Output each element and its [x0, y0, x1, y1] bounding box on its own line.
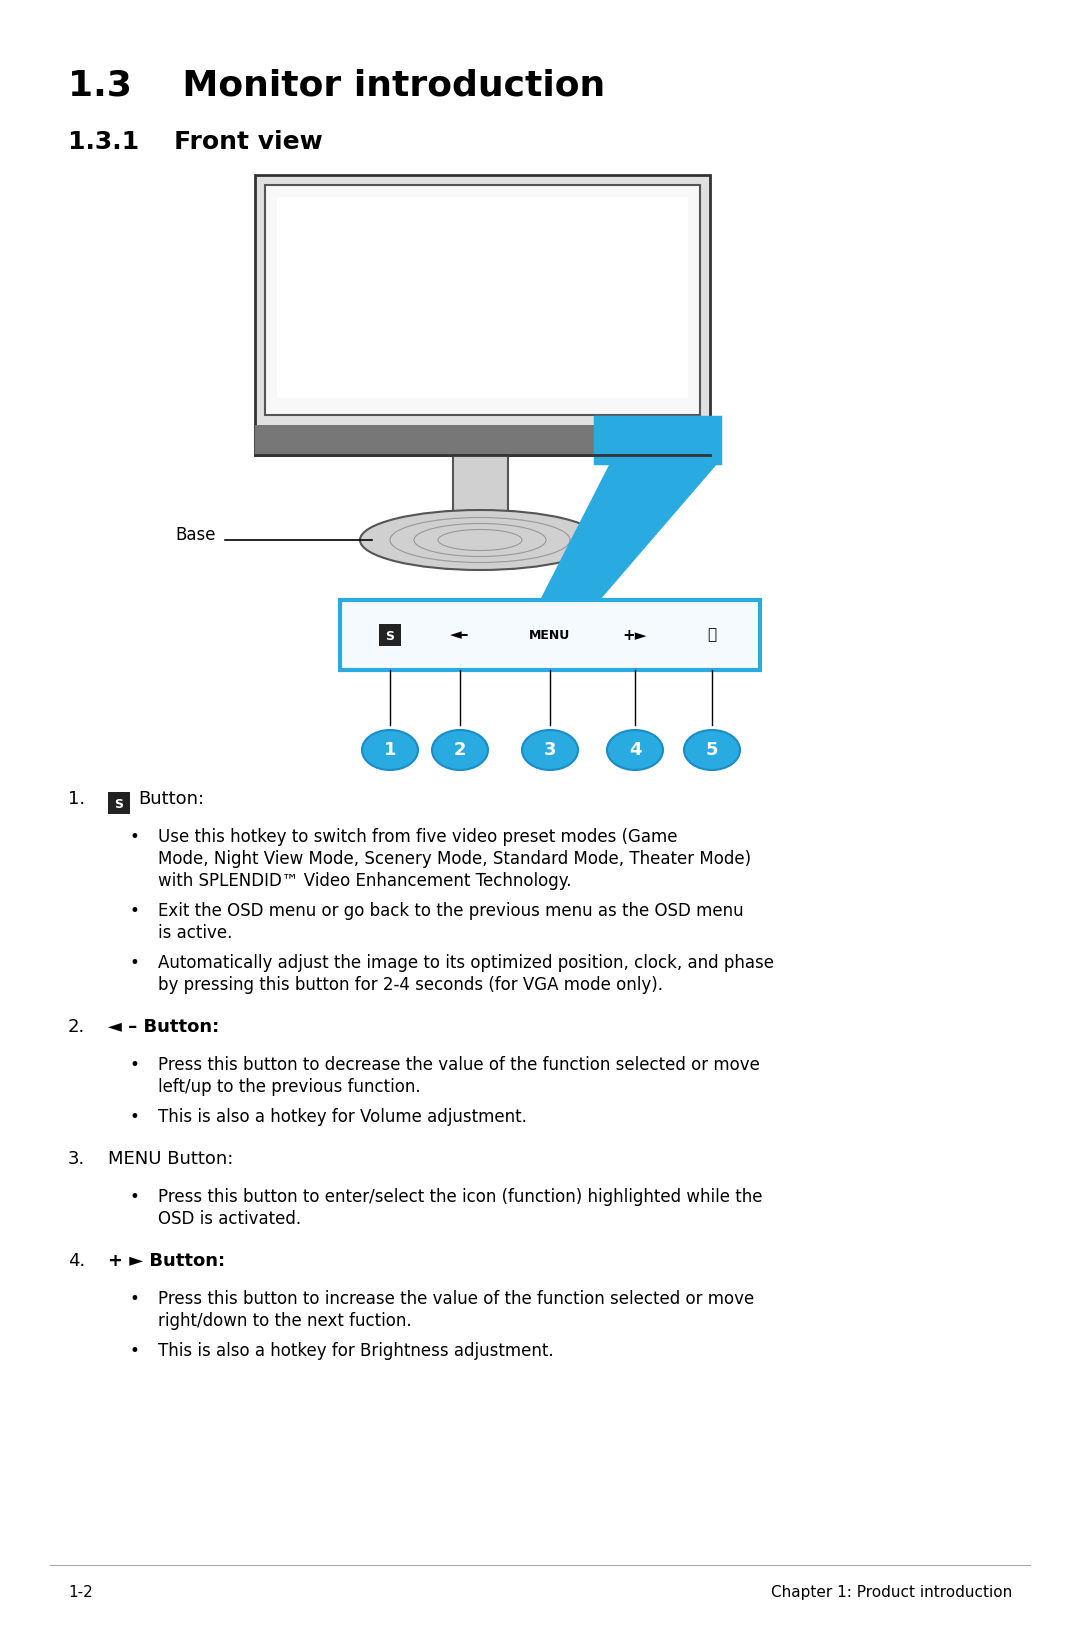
Ellipse shape	[684, 731, 740, 770]
Text: •: •	[130, 1108, 140, 1126]
Ellipse shape	[362, 731, 418, 770]
Text: MENU Button:: MENU Button:	[108, 1150, 233, 1168]
Text: •: •	[130, 901, 140, 919]
Text: 1.3.1    Front view: 1.3.1 Front view	[68, 130, 323, 155]
Text: Button:: Button:	[138, 791, 204, 809]
Text: 5: 5	[705, 740, 718, 760]
Text: Press this button to enter/select the icon (function) highlighted while the: Press this button to enter/select the ic…	[158, 1188, 762, 1206]
Text: 1.: 1.	[68, 791, 85, 809]
Text: left/up to the previous function.: left/up to the previous function.	[158, 1079, 420, 1097]
Text: right/down to the next fuction.: right/down to the next fuction.	[158, 1311, 411, 1329]
Text: 2.: 2.	[68, 1019, 85, 1036]
Bar	[108, 792, 130, 814]
Text: 2: 2	[454, 740, 467, 760]
Bar	[340, 600, 760, 670]
Text: +►: +►	[623, 628, 647, 643]
Text: ◄–: ◄–	[450, 628, 470, 643]
Text: 4.: 4.	[68, 1253, 85, 1271]
Text: S: S	[386, 630, 394, 643]
Text: + ► Button:: + ► Button:	[108, 1253, 225, 1271]
Text: •: •	[130, 1290, 140, 1308]
Text: •: •	[130, 1056, 140, 1074]
Bar	[379, 625, 401, 646]
Bar	[276, 197, 688, 399]
Ellipse shape	[432, 731, 488, 770]
Bar	[255, 176, 710, 456]
Bar	[453, 456, 508, 516]
Text: 1.3    Monitor introduction: 1.3 Monitor introduction	[68, 68, 605, 103]
Text: 1: 1	[383, 740, 396, 760]
Ellipse shape	[522, 731, 578, 770]
Bar	[265, 185, 700, 415]
Text: with SPLENDID™ Video Enhancement Technology.: with SPLENDID™ Video Enhancement Technol…	[158, 872, 571, 890]
Text: Base: Base	[175, 526, 216, 543]
Text: 3: 3	[543, 740, 556, 760]
Text: MENU: MENU	[529, 628, 570, 641]
Bar	[255, 425, 710, 456]
Text: OSD is activated.: OSD is activated.	[158, 1210, 301, 1228]
Text: This is also a hotkey for Brightness adjustment.: This is also a hotkey for Brightness adj…	[158, 1342, 554, 1360]
Text: Mode, Night View Mode, Scenery Mode, Standard Mode, Theater Mode): Mode, Night View Mode, Scenery Mode, Sta…	[158, 849, 751, 867]
Text: •: •	[130, 1188, 140, 1206]
Text: Automatically adjust the image to its optimized position, clock, and phase: Automatically adjust the image to its op…	[158, 953, 774, 971]
Text: 4: 4	[629, 740, 642, 760]
Text: is active.: is active.	[158, 924, 232, 942]
Ellipse shape	[360, 509, 600, 569]
Text: •: •	[130, 1342, 140, 1360]
Text: Chapter 1: Product introduction: Chapter 1: Product introduction	[771, 1585, 1012, 1599]
Text: ⏻: ⏻	[707, 628, 716, 643]
Polygon shape	[540, 464, 718, 600]
Text: Press this button to decrease the value of the function selected or move: Press this button to decrease the value …	[158, 1056, 760, 1074]
Text: by pressing this button for 2-4 seconds (for VGA mode only).: by pressing this button for 2-4 seconds …	[158, 976, 663, 994]
Text: •: •	[130, 828, 140, 846]
Text: 1-2: 1-2	[68, 1585, 93, 1599]
Text: Press this button to increase the value of the function selected or move: Press this button to increase the value …	[158, 1290, 754, 1308]
Text: S: S	[114, 797, 123, 810]
Text: Exit the OSD menu or go back to the previous menu as the OSD menu: Exit the OSD menu or go back to the prev…	[158, 901, 744, 919]
Text: •: •	[130, 953, 140, 971]
Text: ◄ – Button:: ◄ – Button:	[108, 1019, 219, 1036]
Text: This is also a hotkey for Volume adjustment.: This is also a hotkey for Volume adjustm…	[158, 1108, 527, 1126]
Ellipse shape	[607, 731, 663, 770]
Text: Use this hotkey to switch from five video preset modes (Game: Use this hotkey to switch from five vide…	[158, 828, 677, 846]
Bar	[595, 417, 720, 464]
Text: 3.: 3.	[68, 1150, 85, 1168]
